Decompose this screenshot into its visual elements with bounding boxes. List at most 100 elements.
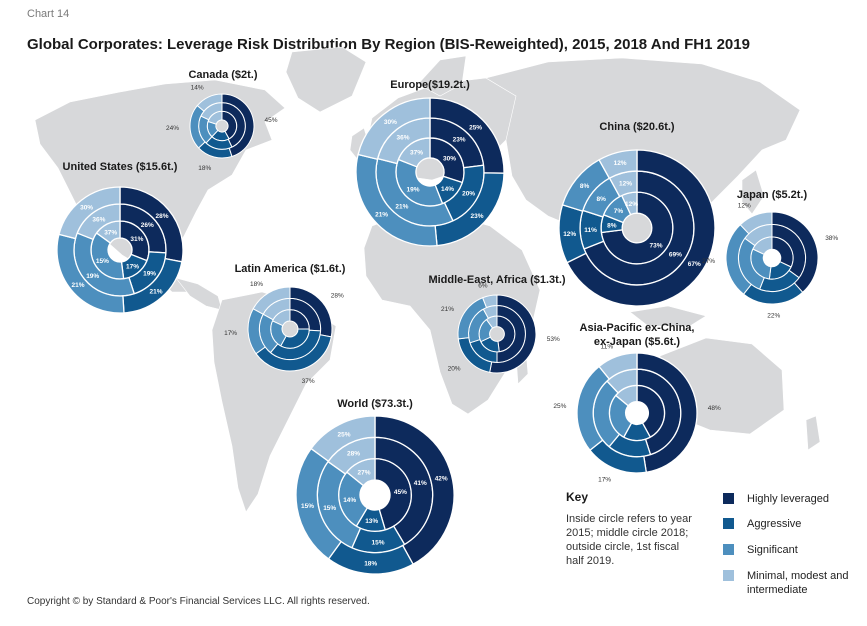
world-value-label: 25% [337, 432, 350, 439]
world-value-label: 28% [347, 451, 360, 458]
world-value-label: 14% [343, 497, 356, 504]
latam-value-label: 18% [250, 281, 263, 288]
region-donut-charts: Canada ($2t.) 24% 45% 18% 14% Europe($19.2t.)… [56, 69, 838, 575]
legend-label-minimal: Minimal, modest and intermediate [747, 570, 849, 596]
donut-latam: Latin America ($1.6t.) 28% 37% 18% 17% [224, 263, 346, 385]
china-value-label: 12% [625, 201, 638, 208]
apac-ring3-segment4 [598, 352, 638, 380]
us-value-label: 30% [80, 204, 93, 211]
japan-value-label: 12% [738, 203, 751, 210]
latam-value-label: 37% [302, 378, 315, 385]
china-value-label: 12% [614, 160, 627, 167]
europe-value-label: 23% [453, 137, 466, 144]
us-value-label: 19% [143, 271, 156, 278]
legend-swatch-highly-leveraged [723, 493, 734, 504]
donut-canada: Canada ($2t.) 24% 45% 18% 14% [166, 69, 278, 172]
europe-value-label: 21% [395, 203, 408, 210]
landmass-scandinavia [417, 55, 467, 97]
legend-label-significant: Significant [747, 544, 798, 556]
world-value-label: 45% [394, 489, 407, 496]
donut-japan: Japan ($5.2t.) 38% 22% 12% 27% [702, 189, 838, 320]
china-value-label: 12% [619, 181, 632, 188]
donut-us: United States ($15.6t.)28%26%31%21%19%17… [56, 161, 184, 314]
canada-value-label: 14% [191, 85, 204, 92]
us-value-label: 21% [71, 282, 84, 289]
mea-value-label: 20% [448, 366, 461, 373]
canada-value-label: 45% [265, 117, 278, 124]
region-title-japan: Japan ($5.2t.) [737, 189, 808, 201]
apac-value-label: 17% [598, 477, 611, 484]
donut-mea: Middle-East, Africa ($1.3t.) 53% 20% 6% 21% [428, 274, 566, 374]
us-value-label: 19% [86, 273, 99, 280]
legend-swatch-minimal [723, 570, 734, 581]
us-value-label: 17% [126, 264, 139, 271]
us-value-label: 31% [130, 236, 143, 243]
china-value-label: 12% [563, 231, 576, 238]
us-value-label: 26% [141, 222, 154, 229]
world-value-label: 15% [371, 539, 384, 546]
china-value-label: 67% [688, 261, 701, 268]
europe-value-label: 23% [470, 213, 483, 220]
mea-ring3-segment4 [481, 294, 498, 309]
world-value-label: 13% [365, 518, 378, 525]
world-value-label: 15% [323, 505, 336, 512]
world-value-label: 27% [357, 469, 370, 476]
region-title-apac-line1: Asia-Pacific ex-China, [580, 322, 695, 334]
japan-value-label: 38% [825, 235, 838, 242]
legend-label-aggressive: Aggressive [747, 518, 802, 530]
china-value-label: 7% [614, 208, 624, 215]
us-ring3-segment4 [58, 186, 121, 240]
china-ring3-segment1 [566, 149, 716, 307]
copyright-notice: Copyright © by Standard & Poor's Financi… [27, 596, 370, 607]
landmass-japan [741, 169, 765, 215]
europe-value-label: 37% [410, 150, 423, 157]
chart-title: Global Corporates: Leverage Risk Distrib… [27, 36, 750, 53]
world-ring3-segment4 [310, 415, 376, 463]
europe-value-label: 14% [441, 186, 454, 193]
latam-ring3-segment4 [252, 286, 291, 315]
canada-ring3-segment4 [196, 93, 223, 112]
region-title-apac-line2: ex-Japan ($5.6t.) [594, 336, 681, 348]
key-note: Inside circle refers to year 2015; middl… [566, 513, 692, 567]
region-title-europe: Europe($19.2t.) [390, 79, 470, 91]
us-value-label: 37% [104, 229, 117, 236]
europe-value-label: 30% [443, 155, 456, 162]
legend-swatch-aggressive [723, 518, 734, 529]
region-title-mea: Middle-East, Africa ($1.3t.) [428, 274, 565, 286]
europe-value-label: 30% [384, 119, 397, 126]
us-value-label: 21% [149, 288, 162, 295]
europe-value-label: 20% [462, 191, 475, 198]
europe-value-label: 25% [469, 125, 482, 132]
us-value-label: 36% [92, 217, 105, 224]
donut-world: World ($73.3t.) 42% 41% 45% 18% 15% 13% 15% 15% 1… [295, 398, 455, 575]
legend-label-highly-leveraged: Highly leveraged [747, 493, 829, 505]
canada-value-label: 24% [166, 125, 179, 132]
china-value-label: 8% [596, 196, 606, 203]
world-value-label: 15% [301, 503, 314, 510]
world-value-label: 42% [435, 476, 448, 483]
mea-value-label: 6% [478, 282, 488, 289]
us-value-label: 15% [96, 258, 109, 265]
latam-value-label: 28% [331, 293, 344, 300]
europe-value-label: 36% [396, 135, 409, 142]
apac-value-label: 25% [553, 403, 566, 410]
region-title-us: United States ($15.6t.) [63, 161, 178, 173]
china-value-label: 69% [669, 252, 682, 259]
landmass-central-america [175, 277, 223, 311]
japan-value-label: 27% [702, 258, 715, 265]
latam-value-label: 17% [224, 330, 237, 337]
japan-ring3-segment4 [739, 211, 773, 235]
region-title-china: China ($20.6t.) [599, 121, 675, 133]
donut-europe: Europe($19.2t.)25%23%30%23%20%14%21%21%1… [355, 79, 505, 247]
china-value-label: 8% [607, 222, 617, 229]
legend-swatch-significant [723, 544, 734, 555]
japan-value-label: 22% [767, 313, 780, 320]
china-value-label: 8% [580, 183, 590, 190]
landmass-indonesia [629, 305, 707, 327]
europe-value-label: 19% [406, 187, 419, 194]
europe-value-label: 21% [375, 211, 388, 218]
chart-number-label: Chart 14 [27, 8, 70, 20]
apac-value-label: 48% [708, 405, 721, 412]
world-value-label: 18% [364, 561, 377, 568]
